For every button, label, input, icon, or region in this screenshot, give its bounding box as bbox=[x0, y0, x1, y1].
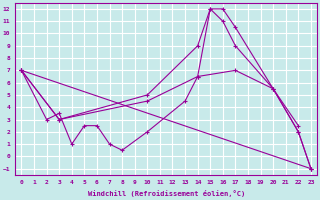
X-axis label: Windchill (Refroidissement éolien,°C): Windchill (Refroidissement éolien,°C) bbox=[88, 190, 245, 197]
